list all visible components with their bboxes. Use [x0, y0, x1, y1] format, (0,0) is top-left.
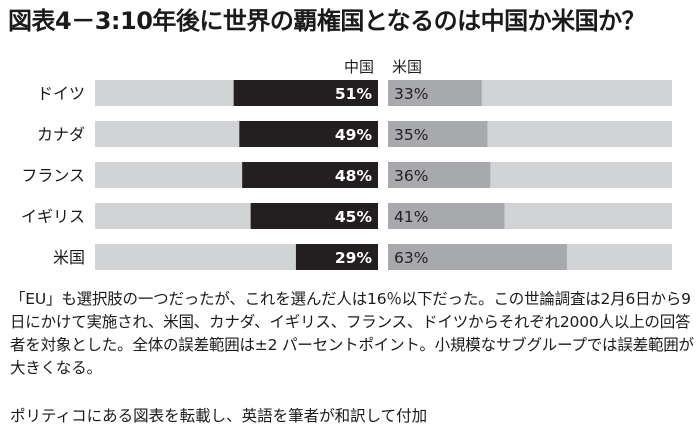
bar-row: 米国 29% 63% — [53, 244, 672, 270]
category-label: イギリス — [21, 207, 85, 226]
bar-us — [388, 162, 491, 188]
category-label: フランス — [21, 166, 85, 185]
data-label-china: 51% — [335, 85, 373, 103]
data-label-us: 33% — [394, 85, 428, 103]
bar-rows: ドイツ 51% 33% カナダ 49% 35% フランス 48% 36% イギリス 45% 41% 米国… — [21, 80, 672, 270]
bar-row: ドイツ 51% 33% — [37, 80, 672, 106]
bar-china — [250, 203, 378, 229]
data-label-us: 41% — [394, 208, 428, 226]
category-label: 米国 — [53, 248, 85, 267]
bar-us — [388, 121, 488, 147]
data-label-china: 48% — [335, 167, 373, 185]
legend: 中国 米国 — [344, 58, 422, 76]
category-label: カナダ — [37, 125, 85, 144]
bar-row: カナダ 49% 35% — [37, 121, 672, 147]
bar-china — [239, 121, 378, 147]
source-credit: ポリティコにある図表を転載し、英語を筆者が和訳して付加 — [10, 407, 428, 425]
data-label-china: 45% — [335, 208, 373, 226]
bar-row: イギリス 45% 41% — [21, 203, 672, 229]
chart-area: 中国 米国 ドイツ 51% 33%カナダ 49% 35%フランス 48% 36%イギリス 45%… — [21, 58, 672, 270]
data-label-us: 36% — [394, 167, 428, 185]
bar-us — [388, 80, 482, 106]
bar-row: フランス 48% 36% — [21, 162, 672, 188]
legend-label-us: 米国 — [392, 58, 422, 76]
data-label-us: 35% — [394, 126, 428, 144]
category-label: ドイツ — [37, 84, 85, 103]
bar-china — [242, 162, 378, 188]
bar-china — [295, 244, 378, 270]
bar-us — [388, 244, 567, 270]
data-label-china: 49% — [335, 126, 373, 144]
data-label-china: 29% — [335, 249, 373, 267]
data-label-us: 63% — [394, 249, 428, 267]
chart-title: 図表4－3:10年後に世界の覇権国となるのは中国か米国か？ — [8, 7, 646, 35]
bar-china — [233, 80, 378, 106]
bar-us — [388, 203, 505, 229]
legend-label-china: 中国 — [344, 58, 374, 76]
chart-note: 「EU」も選択肢の一つだったが、これを選んだ人は16％以下だった。この世論調査は… — [10, 290, 694, 377]
